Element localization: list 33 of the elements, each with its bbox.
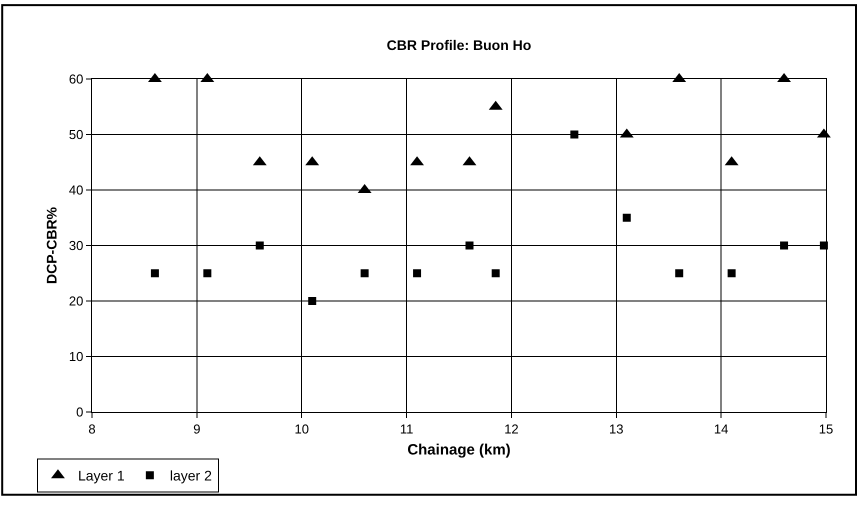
point (150, 269, 159, 278)
y-tick-label: 40 (68, 182, 84, 198)
point (728, 269, 736, 278)
point (256, 242, 264, 250)
x-tick-label: 10 (294, 422, 309, 437)
x-tick-label: 12 (504, 422, 519, 437)
x-tick-label: 9 (193, 422, 200, 437)
y-tick-label: 10 (68, 349, 84, 364)
point (308, 297, 316, 305)
point (675, 269, 684, 278)
x-tick-label: 14 (714, 422, 728, 437)
y-tick-label: 30 (68, 238, 84, 254)
point (465, 242, 474, 250)
point (203, 269, 212, 278)
y-tick-label: 20 (68, 294, 84, 309)
point (360, 269, 369, 278)
point (780, 242, 788, 250)
point (413, 269, 422, 278)
y-axis-title: DCP-CBR% (44, 206, 60, 284)
legend-label: layer 2 (170, 468, 212, 484)
point (492, 269, 500, 278)
point (570, 130, 578, 138)
x-tick-label: 15 (818, 422, 834, 437)
legend-label: Layer 1 (78, 468, 125, 484)
x-tick-label: 8 (88, 422, 96, 437)
y-tick-label: 0 (76, 404, 84, 420)
y-tick-label: 50 (68, 127, 84, 142)
x-tick-label: 11 (400, 422, 414, 437)
chart-title: CBR Profile: Buon Ho (386, 36, 532, 53)
x-axis-title: Chainage (km) (407, 442, 511, 459)
y-tick-label: 60 (68, 72, 84, 87)
point (622, 214, 631, 222)
x-tick-label: 13 (609, 422, 624, 437)
